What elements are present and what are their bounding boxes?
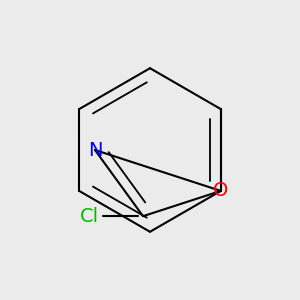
Text: N: N: [88, 140, 102, 160]
Text: O: O: [213, 182, 229, 200]
Text: Cl: Cl: [80, 207, 99, 226]
